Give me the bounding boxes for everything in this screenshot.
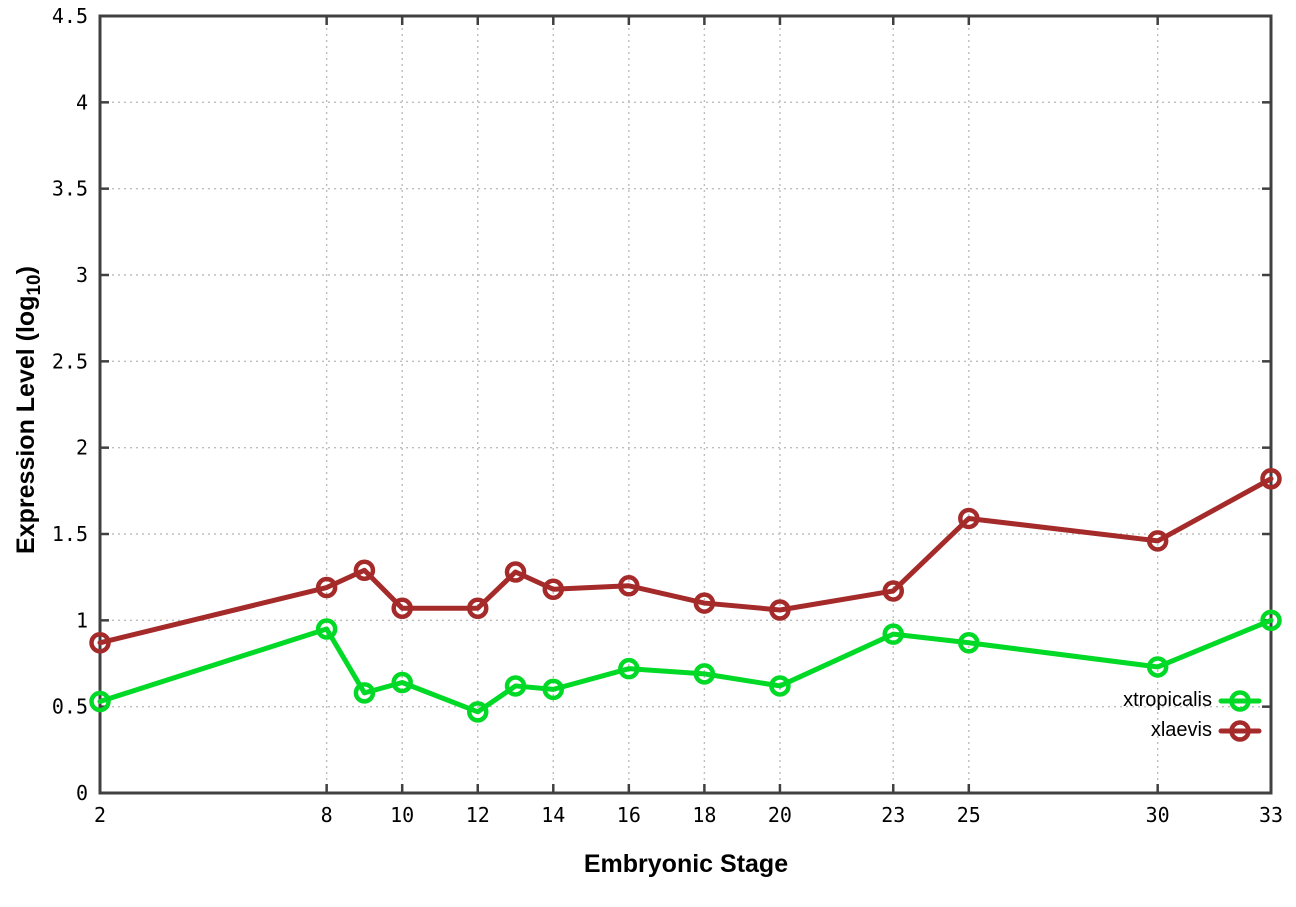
data-point-xtropicalis [693, 663, 716, 685]
tick-labels: 2 8 10 12 14 16 18 20 23 25 30 33 0 0.5 1 1.5 2 2.5 3 3.5 4 4… [52, 4, 1283, 827]
y-tick-label: 0 [76, 781, 88, 805]
data-point-xlaevis [315, 576, 338, 599]
data-point-xtropicalis [882, 623, 905, 645]
legend-label-xlaevis: xlaevis [1151, 719, 1212, 741]
legend-markers [1218, 690, 1262, 742]
y-axis-title-close: ) [12, 266, 40, 274]
data-point-xlaevis [882, 580, 905, 602]
x-tick-label: 16 [617, 803, 641, 827]
y-axis-title-main: Expression Level (log [12, 296, 40, 554]
data-point-xlaevis [89, 632, 111, 654]
data-point-xtropicalis [542, 678, 565, 701]
y-tick-label: 3.5 [52, 177, 88, 201]
x-tick-label: 14 [541, 803, 565, 827]
data-point-xlaevis [504, 561, 527, 583]
y-tick-label: 3 [76, 263, 88, 287]
plot-border [98, 14, 1273, 795]
data-series [89, 467, 1282, 723]
data-point-xtropicalis [504, 675, 527, 697]
data-point-xlaevis [542, 578, 565, 601]
x-tick-label: 30 [1146, 803, 1170, 827]
data-point-xtropicalis [1146, 656, 1169, 678]
y-tick-label: 4.5 [52, 4, 88, 28]
data-point-xlaevis [693, 592, 716, 614]
data-point-xtropicalis [315, 618, 338, 640]
x-tick-label: 25 [957, 803, 981, 827]
data-point-xlaevis [1146, 530, 1169, 552]
data-point-xlaevis [618, 575, 640, 597]
data-point-xtropicalis [769, 675, 791, 697]
data-point-xlaevis [1260, 467, 1282, 490]
y-axis-title: Expression Level (log10) [12, 266, 45, 554]
x-tick-label: 12 [466, 803, 490, 827]
data-point-xtropicalis [391, 671, 413, 694]
data-point-xtropicalis [466, 701, 489, 723]
x-tick-label: 23 [881, 803, 905, 827]
x-tick-label: 18 [692, 803, 716, 827]
data-point-xlaevis [958, 507, 980, 530]
data-point-xtropicalis [958, 632, 980, 654]
legend-marker-xtropicalis [1229, 690, 1251, 712]
axis-ticks [98, 14, 1273, 795]
y-tick-label: 1.5 [52, 522, 88, 546]
x-tick-label: 33 [1259, 803, 1283, 827]
data-point-xtropicalis [618, 657, 640, 680]
data-point-xtropicalis [1260, 609, 1282, 632]
y-tick-label: 4 [76, 90, 88, 114]
x-tick-label: 8 [321, 803, 333, 827]
data-point-xlaevis [466, 597, 489, 619]
y-axis-title-subscript: 10 [24, 274, 45, 295]
gridlines [100, 16, 1271, 793]
data-point-xlaevis [391, 597, 413, 619]
x-tick-label: 20 [768, 803, 792, 827]
data-point-xlaevis [353, 559, 376, 582]
series-line-xlaevis [97, 476, 1274, 646]
x-axis-title: Embryonic Stage [584, 850, 788, 878]
x-tick-label: 10 [390, 803, 414, 827]
y-tick-label: 2 [76, 436, 88, 460]
x-tick-label: 2 [94, 803, 106, 827]
data-point-xtropicalis [89, 690, 111, 713]
series-line-xtropicalis [97, 617, 1274, 715]
y-tick-label: 1 [76, 608, 88, 632]
legend-marker-xlaevis [1229, 720, 1251, 742]
legend-label-xtropicalis: xtropicalis [1123, 689, 1212, 711]
y-tick-label: 2.5 [52, 349, 88, 373]
y-tick-label: 0.5 [52, 695, 88, 719]
data-point-xlaevis [769, 599, 791, 621]
data-point-xtropicalis [353, 682, 376, 704]
